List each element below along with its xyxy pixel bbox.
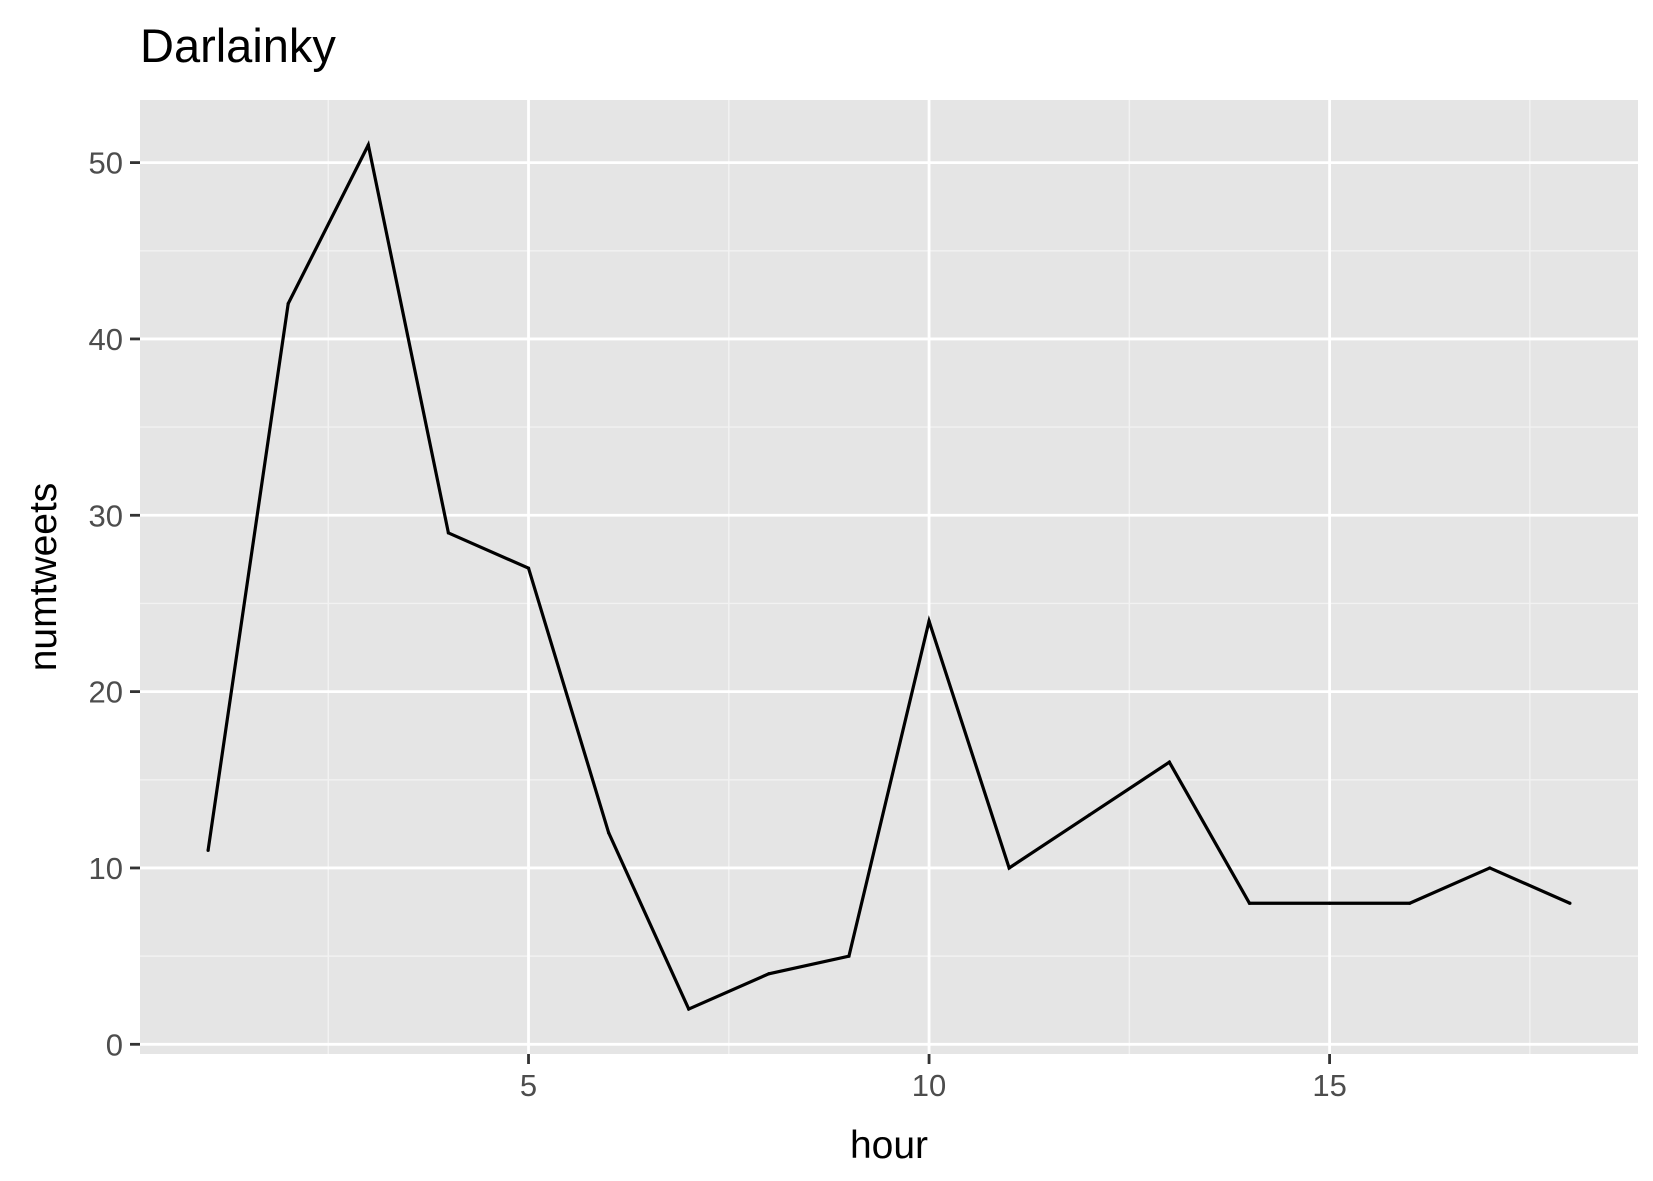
x-tick-labels: 5 10 15 [520, 1068, 1347, 1103]
data-point [206, 848, 210, 852]
minor-gridlines [140, 100, 1638, 1054]
major-gridlines [140, 100, 1638, 1054]
data-point [1488, 866, 1492, 870]
data-point [1408, 901, 1412, 905]
y-axis-title: numtweets [22, 483, 65, 672]
data-point [1568, 901, 1572, 905]
data-point [1327, 901, 1332, 905]
data-point [1167, 760, 1171, 764]
data-point [847, 954, 851, 958]
x-tick-label: 10 [912, 1068, 946, 1103]
series-line [206, 140, 1571, 1012]
y-tick-label: 0 [106, 1027, 123, 1062]
y-tick-label: 10 [89, 851, 123, 886]
data-point [1247, 901, 1252, 905]
series-layer [206, 140, 1572, 1012]
y-tick-labels: 0 10 20 30 40 50 [89, 146, 123, 1063]
y-tick-label: 30 [89, 498, 123, 533]
data-point [286, 302, 290, 306]
data-point [687, 1007, 691, 1011]
plot-panel [140, 100, 1638, 1054]
data-point [446, 531, 451, 535]
data-point [366, 143, 370, 147]
y-tick-label: 20 [89, 675, 123, 710]
data-point [1087, 813, 1091, 817]
data-point [1007, 866, 1011, 870]
data-point [767, 972, 771, 976]
x-axis-title: hour [850, 1124, 928, 1167]
y-tick-label: 50 [89, 146, 123, 181]
data-point [526, 566, 531, 570]
x-tick-label: 5 [520, 1068, 537, 1103]
x-tick-label: 15 [1312, 1068, 1346, 1103]
y-tick-label: 40 [89, 322, 123, 357]
data-point [607, 831, 611, 835]
axis-ticks [130, 161, 1331, 1064]
data-point [927, 619, 931, 623]
chart-title: Darlainky [140, 19, 336, 72]
